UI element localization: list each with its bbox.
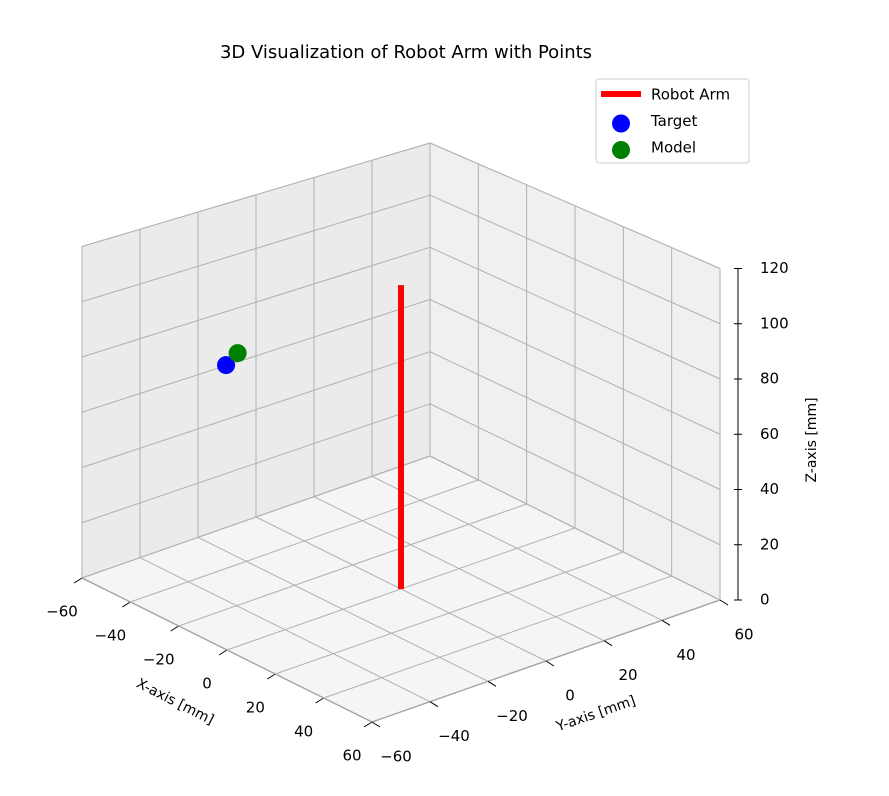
grid-line [81, 194, 431, 303]
x-tick-label: 20 [246, 699, 265, 717]
grid-line [81, 403, 431, 524]
z-tick-label: 80 [760, 370, 779, 388]
grid-line [81, 299, 431, 413]
grid-line [81, 351, 431, 468]
x-tick-label: −40 [95, 627, 127, 645]
y-tick-label: 40 [676, 646, 695, 664]
legend-box [595, 78, 750, 164]
x-tick [363, 721, 373, 728]
grid-line [197, 536, 489, 682]
legend-marker [612, 141, 630, 159]
x-tick [122, 601, 131, 608]
grid-line [139, 557, 431, 703]
y-tick-label: 0 [565, 687, 575, 705]
grid-line [429, 194, 721, 325]
y-tick-label: 20 [618, 666, 637, 684]
grid-line [371, 475, 663, 621]
grid-line [429, 403, 721, 546]
z-tick-label: 100 [760, 314, 789, 332]
z-axis-label: Z-axis [mm] [804, 397, 820, 482]
y-tick-label: −40 [438, 727, 470, 745]
y-tick [545, 660, 555, 667]
x-tick-label: −60 [46, 603, 78, 621]
x-tick [218, 649, 228, 656]
y-tick [719, 599, 729, 606]
x-tick-label: −20 [143, 651, 175, 669]
grid-line [81, 142, 431, 247]
point [217, 356, 236, 375]
grid-line [429, 455, 721, 601]
x-tick-label: 0 [202, 675, 212, 693]
legend-label: Model [651, 139, 696, 157]
z-tick-label: 20 [760, 535, 779, 553]
legend-marker [612, 114, 630, 133]
x-tick [267, 673, 276, 680]
grid-line [429, 299, 721, 435]
y-tick [603, 640, 613, 647]
x-tick-label: 40 [294, 723, 313, 741]
chart-title: 3D Visualization of Robot Arm with Point… [220, 42, 592, 63]
y-tick [661, 619, 671, 626]
grid-line [81, 246, 431, 358]
y-tick [487, 680, 497, 687]
x-tick [170, 625, 179, 632]
legend-label: Robot Arm [651, 86, 730, 104]
y-tick [371, 721, 381, 728]
y-tick-label: 60 [734, 626, 753, 644]
x-tick-label: 60 [342, 747, 361, 765]
z-tick-label: 60 [760, 425, 779, 443]
grid-line [429, 142, 721, 269]
y-tick-label: −60 [380, 748, 412, 766]
point [228, 344, 247, 363]
legend-label: Target [650, 112, 698, 130]
y-tick [429, 701, 439, 708]
x-tick [315, 697, 324, 704]
grid-line [81, 455, 431, 579]
y-tick-label: −20 [496, 707, 528, 725]
z-tick-label: 0 [760, 591, 770, 609]
grid-line [429, 351, 721, 490]
x-tick [73, 577, 83, 584]
z-tick-label: 120 [760, 259, 789, 277]
grid-line [81, 577, 373, 723]
grid-line [313, 496, 605, 642]
grid-line [429, 246, 721, 380]
z-tick-label: 40 [760, 480, 779, 498]
